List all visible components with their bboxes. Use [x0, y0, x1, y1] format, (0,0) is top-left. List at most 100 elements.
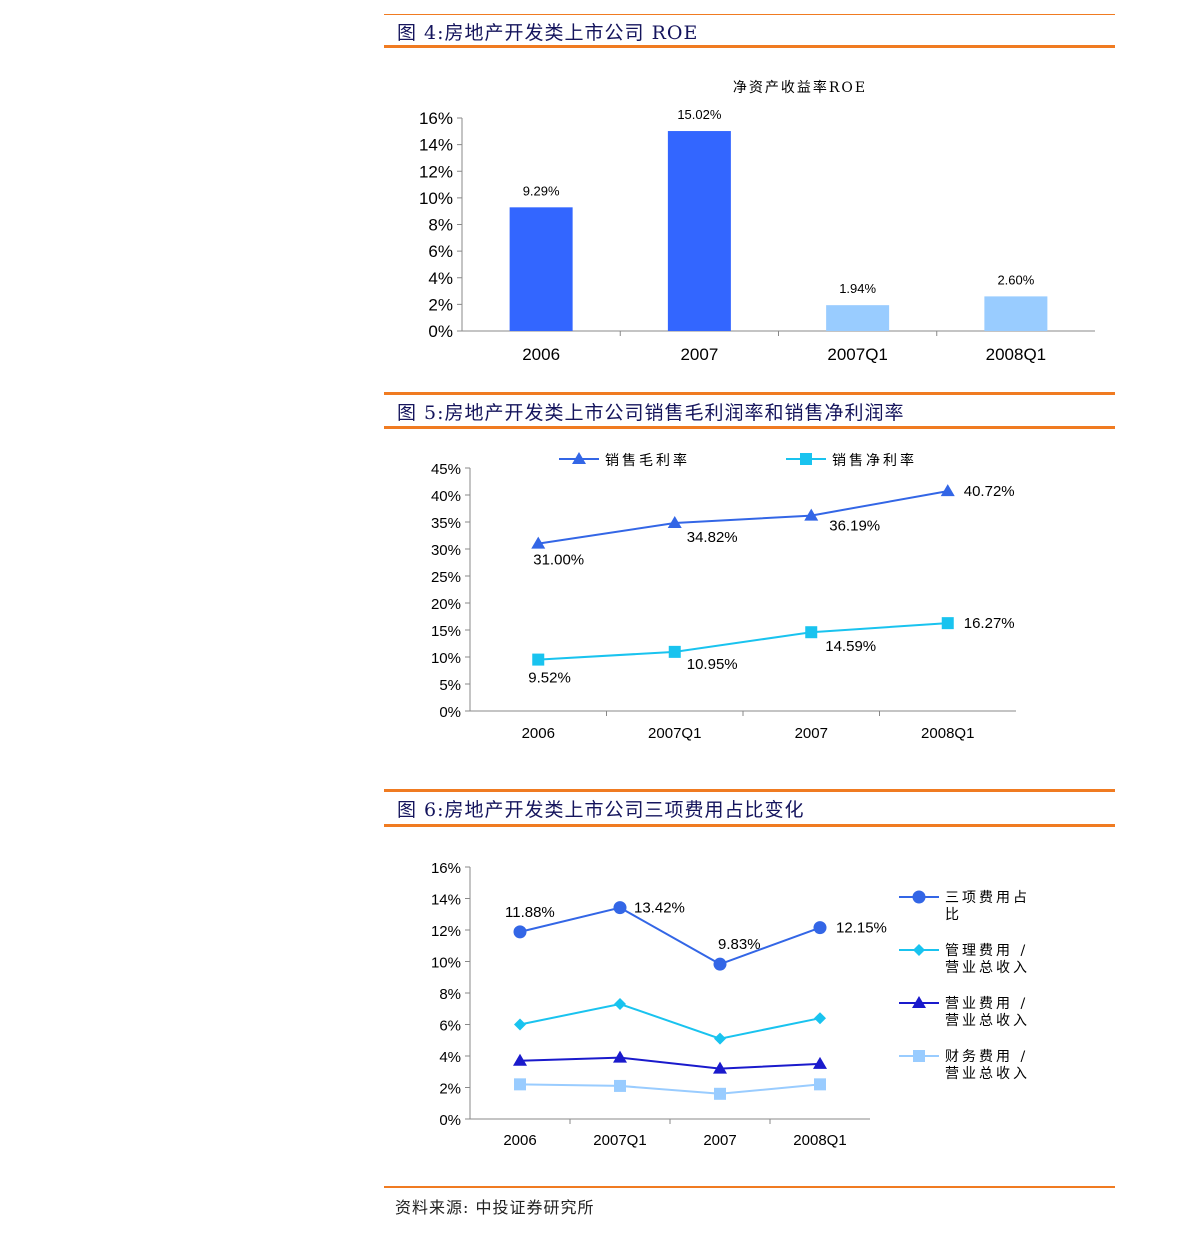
y-tick-label: 20% [431, 596, 461, 613]
series-marker [714, 1087, 726, 1100]
series-marker [514, 1078, 526, 1091]
bar-2006 [509, 207, 573, 331]
data-label: 9.52% [528, 670, 571, 687]
series-marker [813, 921, 827, 935]
y-tick-label: 12% [431, 923, 461, 940]
y-tick-label: 25% [431, 569, 461, 586]
data-label: 9.83% [718, 936, 761, 953]
y-tick-label: 0% [428, 322, 453, 341]
legend-label: 管理费用 /营业总收入 [945, 943, 1030, 976]
legend-swatch-marker [912, 996, 926, 1008]
y-tick-label: 12% [419, 162, 453, 181]
bar-value-label: 15.02% [677, 107, 722, 122]
source-note: 资料来源: 中投证券研究所 [395, 1198, 595, 1217]
data-label: 31.00% [533, 552, 584, 569]
bar-value-label: 9.29% [523, 183, 560, 198]
series-marker [804, 508, 819, 521]
figure-6-title: 图 6:房地产开发类上市公司三项费用占比变化 [397, 799, 805, 821]
y-tick-label: 10% [431, 650, 461, 667]
x-tick-label: 2007 [680, 345, 718, 364]
figure-6-rule [384, 824, 1115, 827]
y-tick-label: 0% [439, 1112, 461, 1129]
y-tick-label: 16% [419, 109, 453, 128]
series-marker [513, 1053, 527, 1066]
y-tick-label: 0% [439, 704, 461, 721]
y-tick-label: 4% [428, 269, 453, 288]
data-label: 11.88% [505, 904, 555, 921]
y-tick-label: 40% [431, 488, 461, 505]
x-tick-label: 2007 [795, 725, 828, 742]
y-tick-label: 4% [439, 1049, 461, 1066]
figure-6-top-rule [384, 789, 1115, 792]
y-tick-label: 35% [431, 515, 461, 532]
data-label: 16.27% [964, 615, 1015, 632]
figure-5-title: 图 5:房地产开发类上市公司销售毛利润率和销售净利润率 [397, 402, 905, 424]
y-tick-label: 10% [419, 189, 453, 208]
x-tick-label: 2007Q1 [827, 345, 888, 364]
series-marker [713, 1061, 727, 1074]
series-marker [614, 1079, 626, 1092]
legend-label: 营业费用 /营业总收入 [945, 996, 1030, 1029]
legend-label: 销售毛利率 [605, 452, 690, 469]
legend-label: 销售净利率 [832, 452, 917, 469]
y-tick-label: 6% [439, 1018, 461, 1035]
series-marker [814, 1012, 826, 1025]
series-marker [668, 645, 681, 658]
series-marker [813, 1056, 827, 1069]
y-tick-label: 6% [428, 242, 453, 261]
series-marker [613, 901, 627, 915]
x-tick-label: 2007Q1 [593, 1132, 646, 1149]
data-label: 14.59% [825, 638, 876, 655]
series-line [519, 906, 821, 966]
top-thin-rule [384, 14, 1115, 15]
figure-4-title: 图 4:房地产开发类上市公司 ROE [397, 22, 699, 44]
roe-bar-chart: 净资产收益率ROE 0% 2% 4% 6% 8% 10% 12% 14% 16% 9.29% 2006… [419, 79, 1095, 364]
series-marker [531, 536, 546, 549]
series-marker [614, 998, 626, 1011]
y-tick-label: 14% [419, 136, 453, 155]
figure-4-rule [384, 45, 1115, 48]
x-tick-label: 2006 [522, 725, 555, 742]
series-marker [814, 1078, 826, 1091]
legend-swatch-marker [913, 944, 925, 956]
legend-label: 财务费用 /营业总收入 [945, 1049, 1030, 1082]
legend-swatch-marker [800, 453, 812, 465]
data-label: 12.15% [836, 920, 887, 937]
series-marker [667, 515, 682, 528]
figure-5-top-rule [384, 392, 1115, 395]
y-tick-label: 14% [431, 892, 461, 909]
series-marker [940, 484, 955, 497]
bar-2007 [667, 131, 731, 331]
data-label: 13.42% [634, 900, 685, 917]
series-line [519, 1056, 821, 1070]
y-tick-label: 15% [431, 623, 461, 640]
y-tick-label: 10% [431, 955, 461, 972]
legend-label: 三项费用占比 [945, 890, 1030, 923]
expense-ratio-line-chart: 0% 2% 4% 6% 8% 10% 12% 14% 16% 2006 2007Q1 2007 2008… [431, 860, 1030, 1149]
series-marker [941, 617, 954, 630]
legend-swatch-marker [572, 452, 586, 464]
bar-2008Q1 [984, 296, 1048, 331]
legend-swatch-marker [912, 890, 926, 904]
series-marker [514, 1018, 526, 1031]
data-label: 36.19% [829, 518, 880, 535]
data-label: 10.95% [687, 656, 738, 673]
x-tick-label: 2008Q1 [921, 725, 974, 742]
x-tick-label: 2007 [703, 1132, 736, 1149]
y-tick-label: 16% [431, 860, 461, 877]
y-tick-label: 2% [439, 1081, 461, 1098]
series-marker [532, 653, 545, 666]
series-marker [713, 957, 727, 971]
y-tick-label: 2% [428, 295, 453, 314]
figure-5-rule [384, 426, 1115, 429]
data-label: 34.82% [687, 529, 738, 546]
y-tick-label: 45% [431, 461, 461, 478]
chart-title: 净资产收益率ROE [733, 79, 867, 96]
series-line [519, 1083, 821, 1095]
y-tick-label: 5% [439, 677, 461, 694]
profit-margin-line-chart: 0% 5% 10% 15% 20% 25% 30% 35% 40% 45% 2006 2007Q1 20… [431, 452, 1016, 742]
series-line [519, 1002, 821, 1040]
y-tick-label: 30% [431, 542, 461, 559]
source-rule [384, 1186, 1115, 1188]
series-line [538, 622, 948, 661]
